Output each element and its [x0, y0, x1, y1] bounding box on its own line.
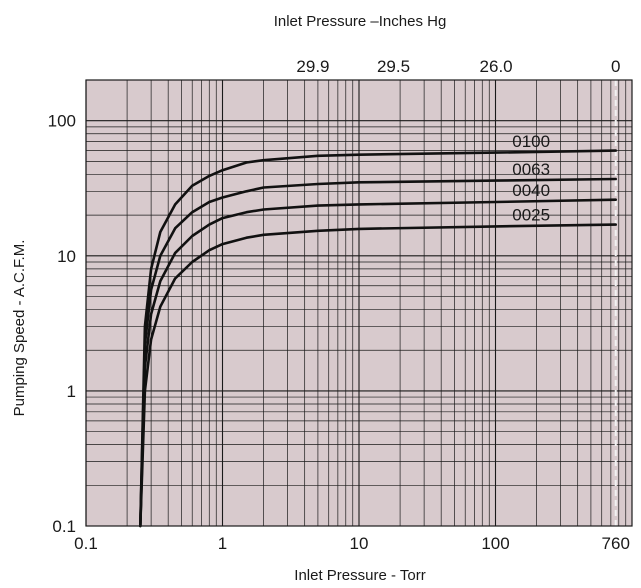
plot-frame [85, 79, 633, 527]
secondary-x-tick-labels: 29.9 29.5 26.0 0 [296, 57, 620, 76]
chart-title: Inlet Pressure –Inches Hg [274, 13, 447, 30]
y-tick-label: 1 [67, 382, 76, 401]
series-line-0100 [139, 149, 618, 528]
y-tick-label: 10 [57, 247, 76, 266]
x-tick-label: 0.1 [74, 534, 98, 553]
series-line-0040 [139, 198, 618, 528]
secondary-x-tick-label: 26.0 [480, 57, 513, 76]
series-label-0100: 0100 [512, 132, 550, 151]
secondary-x-tick-label: 29.9 [296, 57, 329, 76]
series-line-0025 [139, 223, 618, 528]
secondary-x-tick-label: 29.5 [377, 57, 410, 76]
y-tick-label: 0.1 [52, 517, 76, 536]
x-tick-label: 1 [218, 534, 227, 553]
series-lines [139, 149, 618, 528]
secondary-x-tick-label: 0 [611, 57, 620, 76]
series-label-0040: 0040 [512, 181, 550, 200]
x-tick-labels: 0.1 1 10 100 760 [74, 534, 630, 553]
x-axis-label: Inlet Pressure - Torr [294, 567, 425, 584]
series-label-0063: 0063 [512, 160, 550, 179]
x-tick-label: 760 [602, 534, 630, 553]
series-labels: 0100 0063 0040 0025 [512, 132, 550, 225]
y-axis-label: Pumping Speed - A.C.F.M. [11, 240, 28, 417]
grid [85, 79, 632, 527]
x-tick-label: 100 [481, 534, 509, 553]
y-tick-labels: 0.1 1 10 100 [48, 112, 76, 536]
y-tick-label: 100 [48, 112, 76, 131]
series-line-0063 [139, 177, 618, 528]
series-label-0025: 0025 [512, 206, 550, 225]
x-tick-label: 10 [350, 534, 369, 553]
